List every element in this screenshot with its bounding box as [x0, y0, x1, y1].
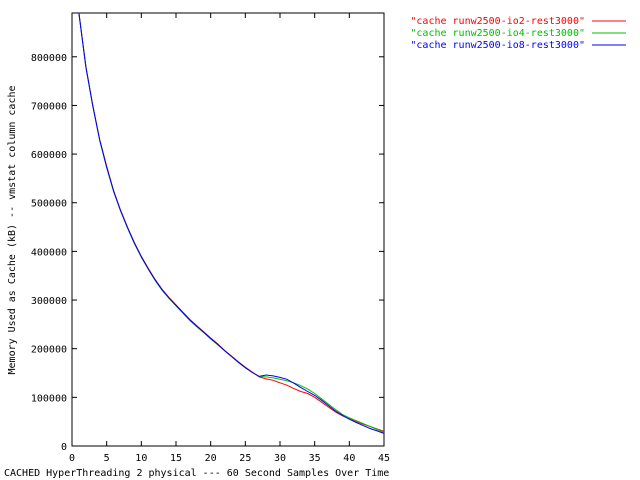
x-tick-label: 35	[309, 453, 321, 464]
x-tick-label: 30	[274, 453, 286, 464]
x-tick-label: 40	[343, 453, 355, 464]
y-tick-label: 100000	[31, 393, 67, 404]
x-axis-label: CACHED HyperThreading 2 physical --- 60 …	[4, 468, 389, 479]
x-tick-label: 0	[69, 453, 75, 464]
y-tick-label: 500000	[31, 199, 67, 210]
x-tick-label: 45	[378, 453, 390, 464]
y-tick-label: 300000	[31, 296, 67, 307]
y-tick-label: 0	[61, 442, 67, 453]
y-tick-label: 800000	[31, 53, 67, 64]
legend-label-3: "cache runw2500-io8-rest3000"	[410, 40, 585, 51]
legend-label-2: "cache runw2500-io4-rest3000"	[410, 28, 585, 39]
y-axis: 0 100000 200000 300000 400000 500000 600000 700…	[31, 53, 384, 453]
x-tick-label: 5	[104, 453, 110, 464]
y-tick-label: 700000	[31, 101, 67, 112]
x-axis: 0 5 10 15 20 25 30 35 40 45	[69, 13, 390, 464]
plot-frame	[71, 12, 385, 447]
legend: "cache runw2500-io2-rest3000""cache runw…	[410, 16, 626, 51]
x-tick-label: 20	[205, 453, 217, 464]
legend-label-1: "cache runw2500-io2-rest3000"	[410, 16, 585, 27]
series-lines	[78, 12, 385, 434]
series-line-2	[78, 12, 385, 433]
y-axis-label: Memory Used as Cache (kB) -- vmstat colu…	[7, 86, 18, 375]
y-tick-label: 200000	[31, 345, 67, 356]
x-tick-label: 10	[135, 453, 147, 464]
x-tick-label: 25	[239, 453, 251, 464]
y-tick-label: 600000	[31, 150, 67, 161]
x-tick-label: 15	[170, 453, 182, 464]
series-line-3	[78, 12, 385, 434]
y-tick-label: 400000	[31, 247, 67, 258]
